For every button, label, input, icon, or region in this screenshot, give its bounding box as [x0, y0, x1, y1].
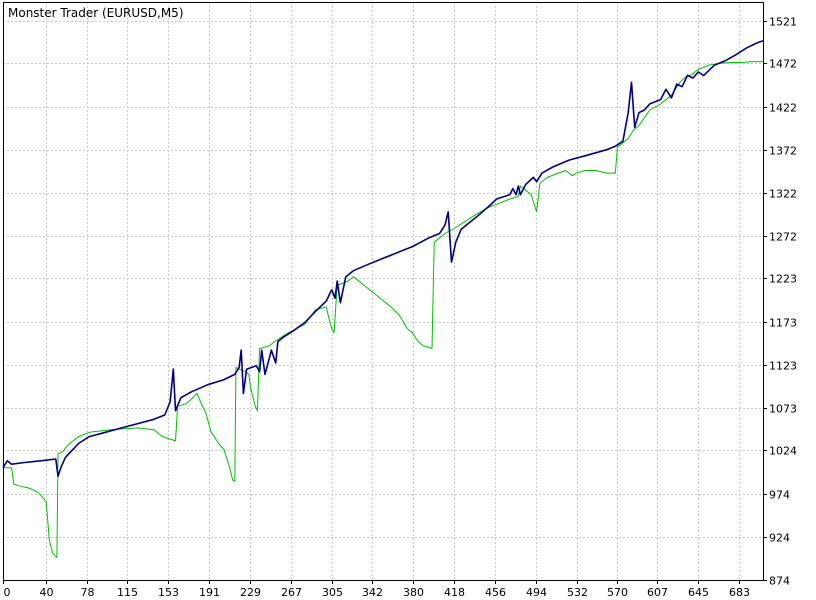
- x-tick-label: 0: [4, 586, 11, 599]
- x-tick-label: 342: [362, 586, 383, 599]
- x-tick-label: 267: [281, 586, 302, 599]
- x-tick-label: 456: [485, 586, 506, 599]
- plot-frame: [3, 2, 764, 581]
- x-tick-label: 78: [81, 586, 95, 599]
- x-tick-label: 380: [403, 586, 424, 599]
- x-tick-label: 532: [567, 586, 588, 599]
- series-line-balance: [2, 40, 764, 478]
- grid: [3, 2, 763, 581]
- y-axis-ticks: 874 924 974 1024 1073 1123 1173 1223 1272 1322 137…: [763, 16, 797, 588]
- axes: [3, 2, 764, 581]
- y-tick-label: 1372: [769, 145, 797, 158]
- chart-title: Monster Trader (EURUSD,M5): [8, 6, 184, 20]
- x-tick-label: 645: [688, 586, 709, 599]
- x-tick-label: 191: [199, 586, 220, 599]
- x-tick-label: 570: [607, 586, 628, 599]
- y-tick-label: 1223: [769, 273, 797, 286]
- y-tick-label: 924: [769, 532, 790, 545]
- y-tick-label: 1472: [769, 58, 797, 71]
- x-tick-label: 494: [526, 586, 547, 599]
- x-tick-label: 115: [117, 586, 138, 599]
- x-tick-label: 683: [729, 586, 750, 599]
- y-tick-label: 1272: [769, 231, 797, 244]
- series-line-equity: [3, 61, 763, 558]
- x-tick-label: 607: [647, 586, 668, 599]
- y-tick-label: 1422: [769, 102, 797, 115]
- y-tick-label: 974: [769, 489, 790, 502]
- y-tick-label: 1322: [769, 188, 797, 201]
- x-tick-label: 418: [444, 586, 465, 599]
- y-tick-label: 1073: [769, 403, 797, 416]
- x-tick-label: 305: [322, 586, 343, 599]
- series-layer: [2, 40, 764, 558]
- x-tick-label: 229: [240, 586, 261, 599]
- y-tick-label: 1173: [769, 317, 797, 330]
- y-tick-label: 1024: [769, 445, 797, 458]
- x-tick-label: 40: [40, 586, 54, 599]
- y-tick-label: 874: [769, 575, 790, 588]
- y-tick-label: 1521: [769, 16, 797, 29]
- x-tick-label: 153: [158, 586, 179, 599]
- y-tick-label: 1123: [769, 360, 797, 373]
- x-axis-ticks: 0 40 78 115 153 191 229 267 305 342 380 418 456 494 53…: [3, 580, 750, 599]
